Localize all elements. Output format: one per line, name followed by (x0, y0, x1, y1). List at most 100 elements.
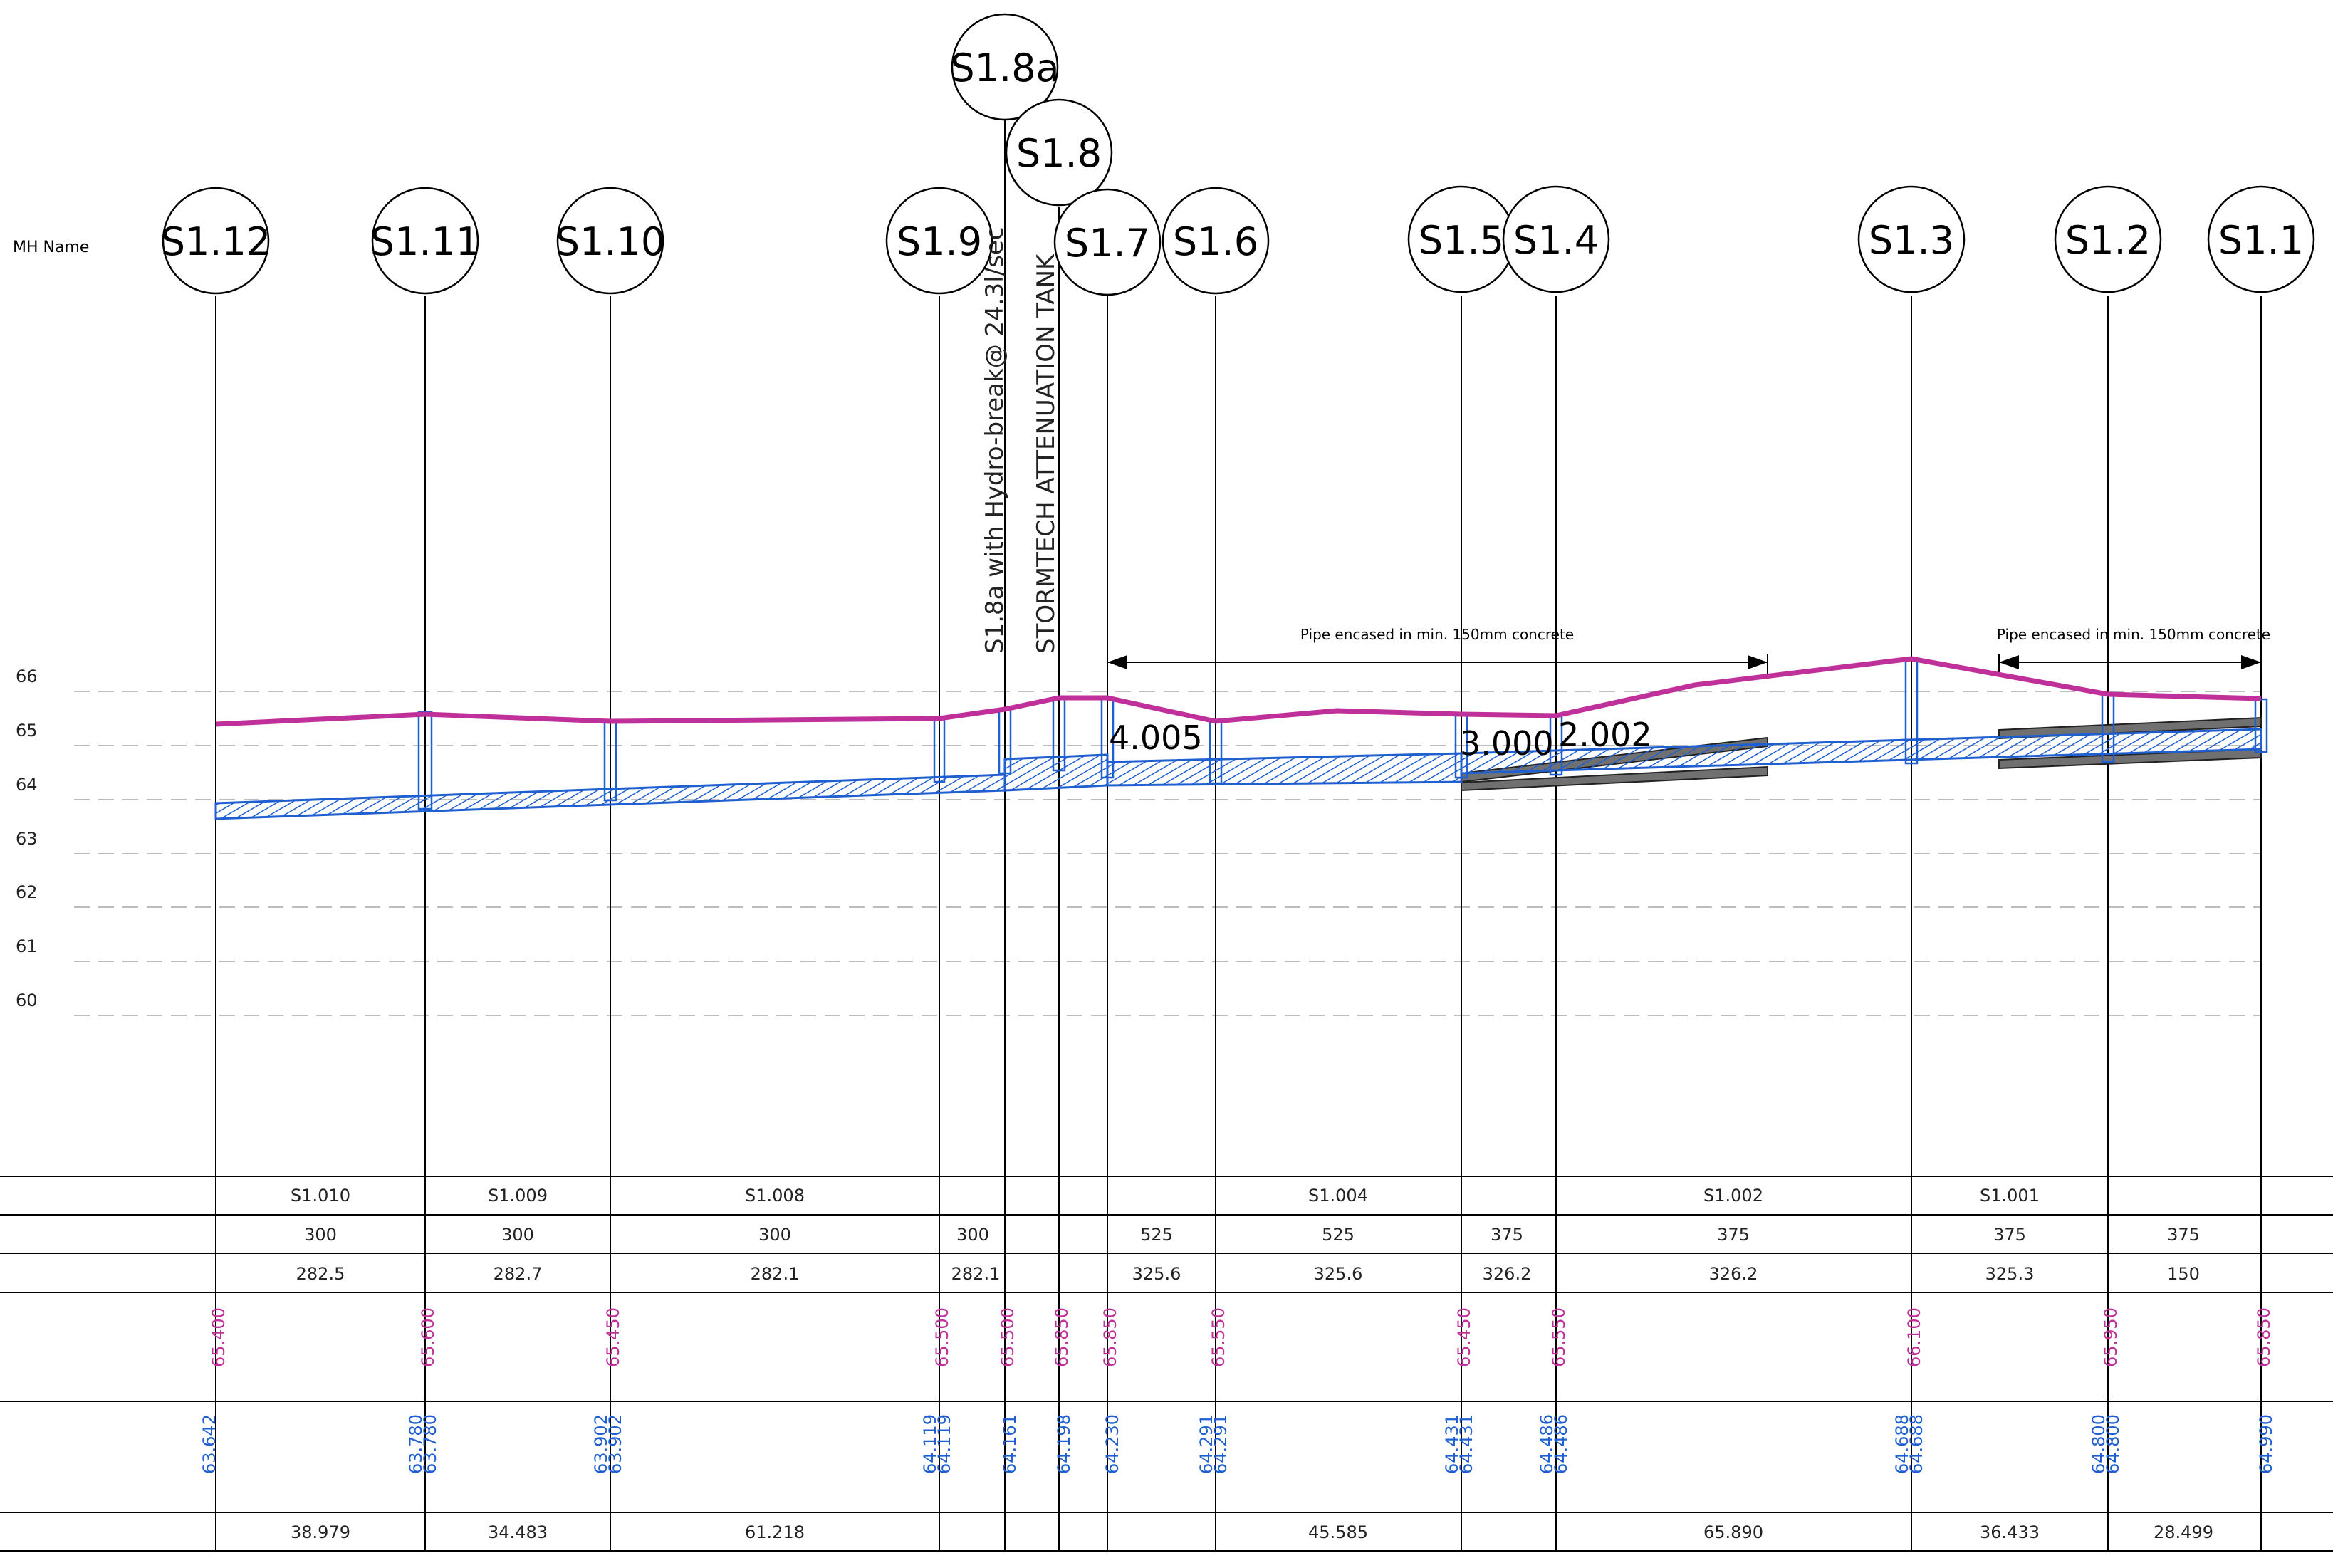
invert-level-row: 63.642 63.780 63.780 63.902 63.902 64.11… (199, 1414, 2276, 1474)
manhole-bubble: S1.4 (1502, 185, 1610, 293)
cover-level: 65.600 (418, 1307, 438, 1367)
diameter-row: 300 300 300 300 525 525 375 375 375 375 (304, 1225, 2200, 1245)
cover-level: 65.850 (2254, 1307, 2274, 1367)
manhole-name: S1.7 (1065, 221, 1150, 266)
diameter-cell: 525 (1322, 1225, 1355, 1245)
manhole-bubble: S1.8a (950, 13, 1060, 121)
invert-level: 63.902 (605, 1414, 625, 1474)
manhole-bubble: S1.5 (1407, 185, 1515, 293)
cover-level: 65.850 (1100, 1307, 1120, 1367)
pipe-ref-row: S1.010 S1.009 S1.008 S1.004 S1.002 S1.00… (291, 1186, 2040, 1206)
cover-level: 65.950 (2101, 1307, 2121, 1367)
gradient-cell: 326.2 (1483, 1264, 1532, 1284)
diameter-cell: 375 (1717, 1225, 1750, 1245)
manhole-bubble: S1.1 (2207, 185, 2315, 293)
cover-level: 65.400 (209, 1307, 229, 1367)
encased-dimension-1: Pipe encased in min. 150mm concrete (1107, 626, 1768, 675)
manhole-name: S1.8a (950, 46, 1059, 90)
diameter-cell: 375 (1993, 1225, 2026, 1245)
invert-level: 64.688 (1906, 1414, 1926, 1474)
gradient-cell: 282.7 (494, 1264, 543, 1284)
manhole-bubbles: S1.12 S1.11 S1.10 S1.9 S1.8a S1.8 S1.7 (161, 13, 2315, 296)
length-cell: 28.499 (2154, 1522, 2213, 1542)
encased-dimension-2: Pipe encased in min. 150mm concrete (1997, 626, 2270, 675)
pipe-run (214, 728, 2262, 820)
length-cell: 45.585 (1308, 1522, 1368, 1542)
diameter-cell: 300 (956, 1225, 989, 1245)
level-label: 62 (16, 882, 38, 902)
invert-level: 64.688 (1892, 1414, 1912, 1474)
gradient-cell: 325.6 (1132, 1264, 1181, 1284)
gradient-cell: 325.3 (1985, 1264, 2035, 1284)
manhole-bubble: S1.7 (1053, 188, 1162, 296)
manhole-bubble: S1.10 (555, 187, 666, 295)
manhole-name: S1.10 (555, 219, 666, 264)
invert-level: 64.119 (934, 1414, 954, 1474)
pipe-ref: S1.004 (1308, 1186, 1368, 1206)
length-cell: 34.483 (488, 1522, 548, 1542)
diameter-cell: 300 (501, 1225, 534, 1245)
invert-level: 64.161 (1000, 1414, 1020, 1474)
invert-level: 64.486 (1551, 1414, 1571, 1474)
invert-level: 63.780 (420, 1414, 440, 1474)
pipe-label: 2.002 (1558, 716, 1652, 754)
manhole-bubble: S1.2 (2054, 185, 2162, 293)
pipe-ref: S1.002 (1703, 1186, 1763, 1206)
cover-level: 65.500 (998, 1307, 1018, 1367)
level-label: 63 (16, 829, 38, 849)
level-label: 60 (16, 991, 38, 1010)
gradient-cell: 282.1 (751, 1264, 800, 1284)
manhole-bubble: S1.6 (1162, 187, 1270, 295)
invert-level: 64.431 (1442, 1414, 1462, 1474)
invert-level: 64.198 (1054, 1414, 1074, 1474)
manhole-name: S1.11 (370, 219, 481, 264)
manhole-name: S1.12 (161, 219, 271, 264)
level-labels: 66 65 64 63 62 61 60 (16, 667, 38, 1010)
level-label: 61 (16, 936, 38, 956)
level-label: 66 (16, 667, 38, 686)
encased-note: Pipe encased in min. 150mm concrete (1997, 626, 2270, 643)
invert-level: 64.291 (1211, 1414, 1231, 1474)
gradient-cell: 325.6 (1314, 1264, 1363, 1284)
manhole-bubble: S1.8 (1005, 98, 1113, 207)
manhole-bubble: S1.3 (1857, 185, 1966, 293)
gradient-cell: 150 (2167, 1264, 2200, 1284)
length-cell: 36.433 (1980, 1522, 2040, 1542)
attenuation-tank-note: STORMTECH ATTENUATION TANK (1032, 253, 1060, 654)
manhole-bubble: S1.12 (161, 187, 271, 295)
diameter-cell: 300 (758, 1225, 791, 1245)
invert-level: 63.902 (591, 1414, 611, 1474)
manhole-name: S1.8 (1016, 131, 1102, 176)
gradient-cell: 326.2 (1709, 1264, 1758, 1284)
gradient-cell: 282.1 (951, 1264, 1001, 1284)
manhole-name: S1.2 (2065, 218, 2151, 263)
cover-level: 65.450 (603, 1307, 623, 1367)
invert-level: 64.230 (1102, 1414, 1122, 1474)
mh-name-label: MH Name (13, 239, 89, 256)
diameter-cell: 300 (304, 1225, 337, 1245)
manhole-name: S1.3 (1869, 218, 1954, 263)
length-cell: 65.890 (1703, 1522, 1763, 1542)
cover-level: 66.100 (1904, 1307, 1924, 1367)
manhole-bubble: S1.9 (885, 187, 993, 295)
cover-level: 65.850 (1052, 1307, 1072, 1367)
data-table-lines (0, 1176, 2333, 1552)
invert-level: 64.291 (1196, 1414, 1216, 1474)
manhole-bubble: S1.11 (370, 187, 481, 295)
length-cell: 61.218 (745, 1522, 805, 1542)
invert-level: 64.431 (1456, 1414, 1476, 1474)
manhole-name: S1.4 (1513, 218, 1599, 263)
invert-level: 64.800 (2103, 1414, 2123, 1474)
gradient-cell: 282.5 (296, 1264, 345, 1284)
pipe-label: 4.005 (1109, 718, 1203, 757)
length-cell: 38.979 (291, 1522, 350, 1542)
invert-level: 64.800 (2089, 1414, 2109, 1474)
diameter-cell: 375 (2167, 1225, 2200, 1245)
manhole-name: S1.6 (1173, 219, 1258, 264)
invert-level: 63.780 (406, 1414, 426, 1474)
manhole-name: S1.1 (2218, 218, 2304, 263)
invert-level: 64.486 (1537, 1414, 1557, 1474)
pipe-ref: S1.001 (1980, 1186, 2040, 1206)
cover-level: 65.550 (1549, 1307, 1569, 1367)
